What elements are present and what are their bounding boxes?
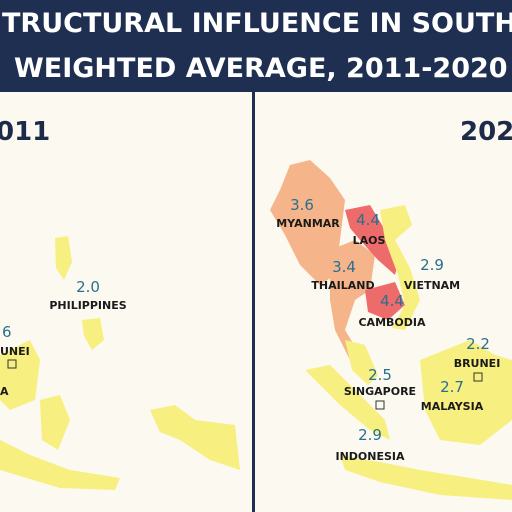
country-label: MYANMAR bbox=[276, 217, 340, 230]
divider bbox=[252, 92, 255, 512]
marker bbox=[473, 372, 483, 382]
marker bbox=[375, 400, 385, 410]
title: TRUCTURAL INFLUENCE IN SOUTHE bbox=[2, 8, 512, 39]
vietnam bbox=[380, 205, 420, 330]
country-label: SINGAPORE bbox=[344, 385, 416, 398]
country-label: THAILAND bbox=[311, 279, 374, 292]
value-label: 3.4 bbox=[332, 258, 356, 276]
country-label: MALAYSIA bbox=[421, 400, 484, 413]
country-label: A bbox=[0, 385, 9, 398]
borneo bbox=[420, 340, 512, 445]
land bbox=[82, 318, 104, 350]
land bbox=[0, 440, 120, 490]
land bbox=[40, 395, 70, 450]
land bbox=[55, 236, 72, 280]
value-label: 2.9 bbox=[358, 426, 382, 444]
value-label: 2.2 bbox=[466, 335, 490, 353]
country-label: UNEI bbox=[0, 345, 30, 358]
country-label: CAMBODIA bbox=[358, 316, 425, 329]
value-label: 2.7 bbox=[440, 378, 464, 396]
value-label: 2.5 bbox=[368, 366, 392, 384]
peninsular-malaysia bbox=[345, 340, 378, 385]
value-label: 4.4 bbox=[356, 211, 380, 229]
thailand bbox=[330, 240, 375, 360]
sumatra bbox=[305, 365, 390, 440]
year-label: 202 bbox=[460, 117, 512, 147]
country-label: VIETNAM bbox=[404, 279, 460, 292]
value-label: 2.0 bbox=[76, 278, 100, 296]
myanmar bbox=[270, 160, 345, 285]
right-map bbox=[270, 160, 512, 500]
header-band bbox=[0, 0, 512, 92]
marker bbox=[7, 359, 17, 369]
year-label: 011 bbox=[0, 117, 50, 147]
left-map bbox=[0, 236, 240, 490]
subtitle: WEIGHTED AVERAGE, 2011-2020 bbox=[14, 53, 508, 84]
country-label: PHILIPPINES bbox=[49, 299, 126, 312]
value-label: 6 bbox=[2, 323, 12, 341]
country-label: INDONESIA bbox=[335, 450, 405, 463]
cambodia bbox=[365, 282, 405, 320]
country-label: LAOS bbox=[353, 234, 386, 247]
land bbox=[0, 340, 40, 410]
java bbox=[340, 455, 512, 500]
land bbox=[150, 405, 240, 470]
value-label: 4.4 bbox=[380, 292, 404, 310]
country-label: BRUNEI bbox=[454, 357, 501, 370]
value-label: 3.6 bbox=[290, 196, 314, 214]
value-label: 2.9 bbox=[420, 256, 444, 274]
laos bbox=[345, 205, 400, 275]
